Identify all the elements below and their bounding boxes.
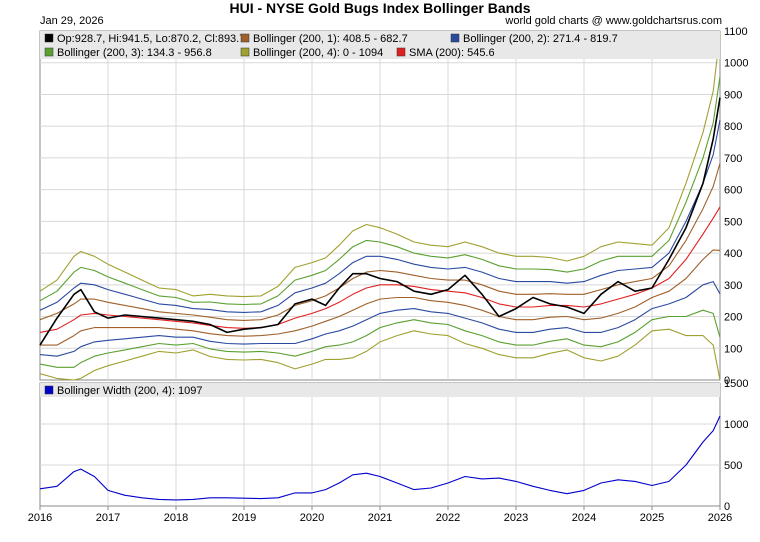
price-legend-swatch-1 (240, 33, 250, 43)
width-legend-swatch-0 (44, 385, 54, 395)
price-legend-swatch-5 (396, 47, 406, 57)
price-ytick-1000: 1000 (724, 58, 748, 70)
chart-date: Jan 29, 2026 (40, 15, 104, 27)
price-legend-label-1: Bollinger (200, 1): 408.5 - 682.7 (253, 33, 408, 45)
price-legend-swatch-3 (44, 47, 54, 57)
chart-source: world gold charts @ www.goldchartsrus.co… (505, 15, 722, 27)
width-legend-bg (40, 383, 720, 397)
series-bollinger-200-1-upper (39, 163, 721, 321)
price-ytick-100: 100 (724, 343, 742, 355)
price-legend-swatch-0 (44, 33, 54, 43)
xtick-2018: 2018 (164, 512, 188, 524)
xtick-2022: 2022 (436, 512, 460, 524)
xtick-2025: 2025 (640, 512, 664, 524)
xtick-2017: 2017 (96, 512, 120, 524)
width-panel: 0 500 1000 1500 Bollinger Width (200, 4): 10… (28, 378, 749, 524)
price-ytick-0: 0 (724, 375, 730, 387)
chart-title: HUI - NYSE Gold Bugs Index Bollinger Ban… (229, 0, 531, 16)
price-legend-label-5: SMA (200): 545.6 (409, 47, 495, 59)
width-legend-label-0: Bollinger Width (200, 4): 1097 (57, 385, 203, 397)
series-close (39, 97, 721, 346)
xtick-2016: 2016 (28, 512, 52, 524)
width-ytick-0: 0 (724, 501, 730, 513)
width-ytick-500: 500 (724, 460, 742, 472)
price-legend-label-4: Bollinger (200, 4): 0 - 1094 (253, 47, 383, 59)
price-ytick-900: 900 (724, 89, 742, 101)
width-ytick-1000: 1000 (724, 419, 748, 431)
series-bollinger-200-3-lower (39, 309, 721, 368)
xtick-2021: 2021 (368, 512, 392, 524)
price-ytick-800: 800 (724, 121, 742, 133)
price-legend-label-0: Op:928.7, Hi:941.5, Lo:870.2, Cl:893.7 (57, 33, 245, 45)
price-ytick-700: 700 (724, 153, 742, 165)
width-ytick-1500: 1500 (724, 378, 748, 390)
price-legend-bg (40, 31, 720, 59)
xtick-2023: 2023 (504, 512, 528, 524)
series-bollinger-200-3-upper (39, 76, 721, 306)
price-legend-label-2: Bollinger (200, 2): 271.4 - 819.7 (463, 33, 618, 45)
price-ytick-300: 300 (724, 280, 742, 292)
series-sma-200 (39, 206, 721, 333)
xtick-2024: 2024 (572, 512, 596, 524)
price-panel: 0 100 200 300 400 500 600 700 800 900 1000 1100 Op:9… (39, 26, 748, 387)
xtick-2019: 2019 (232, 512, 256, 524)
series-bollinger-200-4-upper (39, 32, 721, 298)
xtick-2020: 2020 (300, 512, 324, 524)
price-ytick-600: 600 (724, 185, 742, 197)
price-ytick-200: 200 (724, 312, 742, 324)
series-bollinger-200-2-lower (39, 281, 721, 357)
series-bollinger-200-2-upper (39, 119, 721, 313)
series-bollinger-width-200-4 (39, 415, 721, 501)
series-bollinger-200-4-lower (39, 328, 721, 381)
price-ytick-1100: 1100 (724, 26, 748, 38)
price-ytick-400: 400 (724, 248, 742, 260)
price-legend-swatch-2 (450, 33, 460, 43)
price-ytick-500: 500 (724, 216, 742, 228)
price-legend-label-3: Bollinger (200, 3): 134.3 - 956.8 (57, 47, 212, 59)
xtick-2026: 2026 (708, 512, 732, 524)
series-bollinger-200-1-lower (40, 249, 721, 346)
price-legend-swatch-4 (240, 47, 250, 57)
